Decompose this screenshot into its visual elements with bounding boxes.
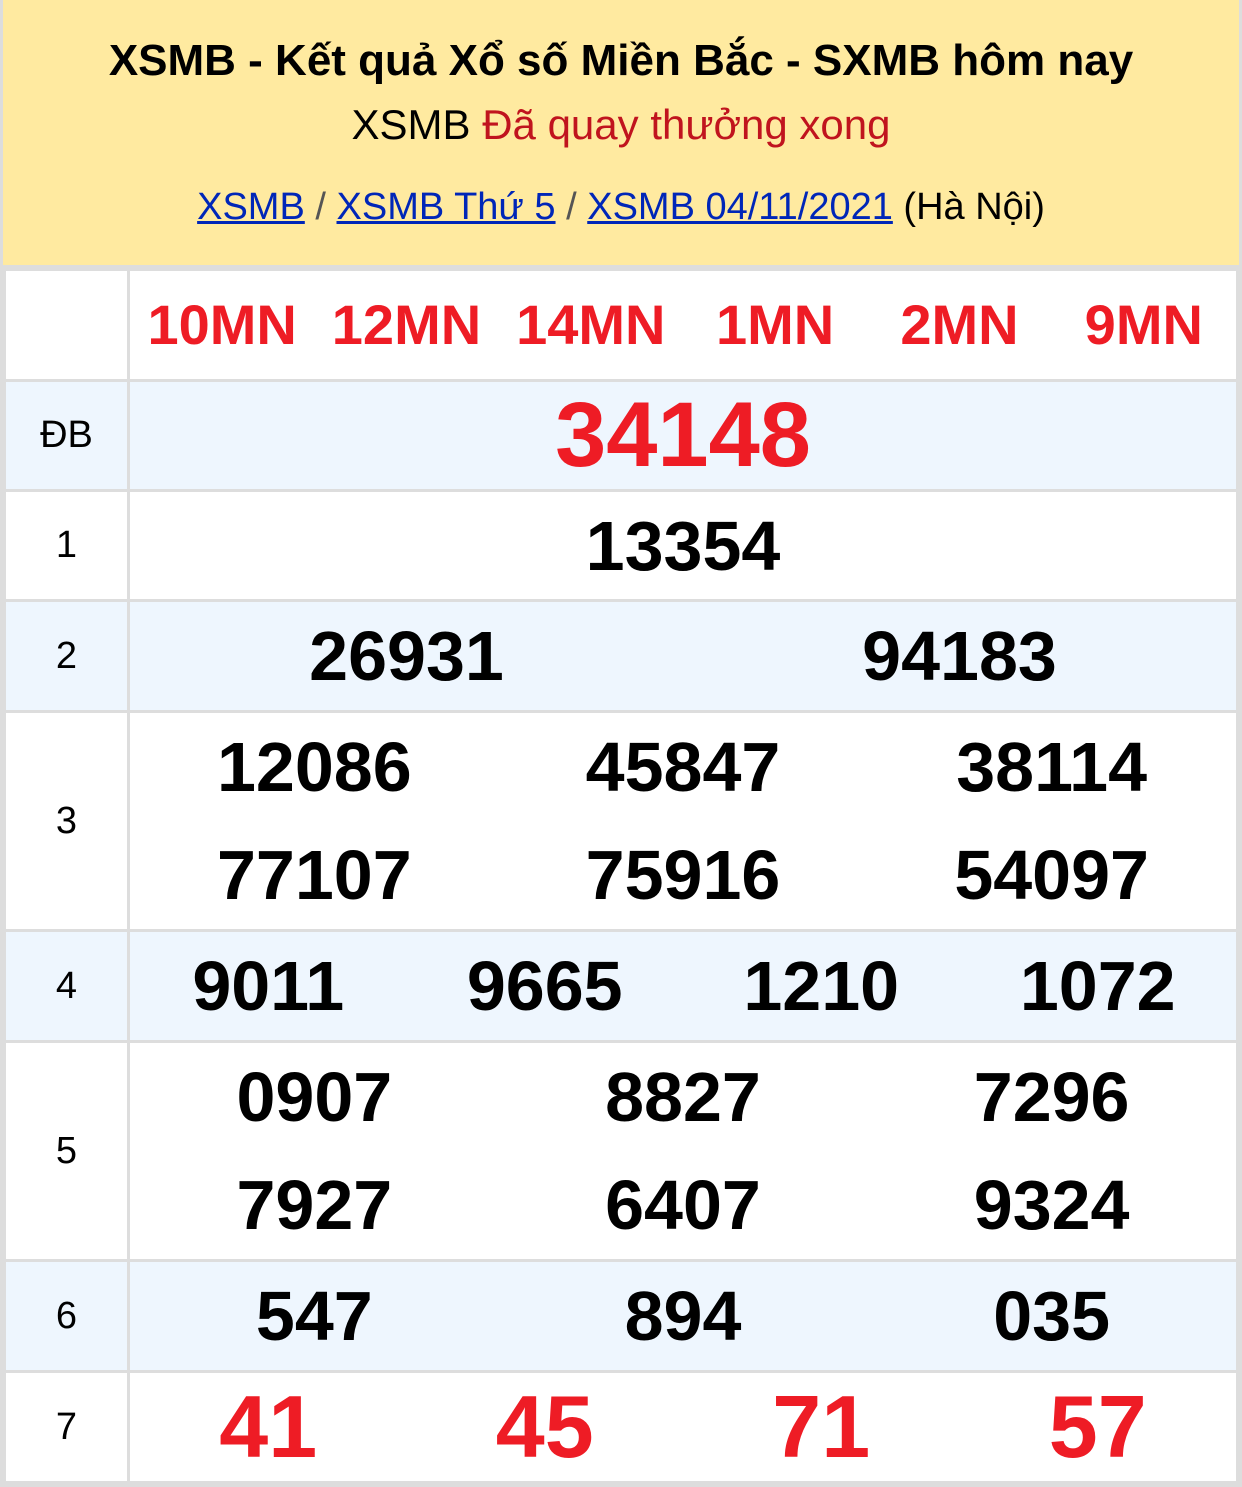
prize-number: 41 (219, 1377, 318, 1476)
prize-row-db: ĐB 34148 (3, 379, 1239, 492)
prize-row-4: 4 9011 9665 1210 1072 (3, 929, 1239, 1043)
prize-number: 12086 (217, 728, 412, 806)
code: 9MN (1084, 293, 1203, 356)
prize-number: 0907 (236, 1058, 393, 1136)
prize-label: 1 (3, 489, 130, 602)
breadcrumb-xsmb-date[interactable]: XSMB 04/11/2021 (587, 186, 893, 228)
prize-number: 7927 (236, 1166, 393, 1244)
status-line: XSMB Đã quay thưởng xong (3, 100, 1239, 150)
prize-row-5: 5 0907 8827 7296 7927 6407 9324 (3, 1040, 1239, 1262)
prize-label: 6 (3, 1259, 130, 1373)
prize-number: 71 (772, 1377, 871, 1476)
breadcrumb-xsmb-thu-5[interactable]: XSMB Thứ 5 (336, 186, 556, 228)
prize-number: 94183 (862, 617, 1057, 695)
breadcrumb-separator: / (566, 186, 577, 228)
prize-number: 45 (495, 1377, 594, 1476)
code: 12MN (331, 293, 482, 356)
prize-number: 9324 (973, 1166, 1130, 1244)
prize-number: 547 (255, 1277, 373, 1355)
prize-label: 2 (3, 599, 130, 713)
prize-number: 57 (1048, 1377, 1147, 1476)
code: 14MN (516, 293, 666, 356)
special-prize-number: 34148 (127, 379, 1239, 492)
prize-number: 9665 (466, 947, 623, 1025)
breadcrumb-separator: / (315, 186, 326, 228)
prize-label: 7 (3, 1370, 130, 1484)
prize-number: 7296 (973, 1058, 1130, 1136)
prize-number: 38114 (956, 728, 1148, 806)
prize-label: 5 (3, 1040, 130, 1262)
prize-number: 1210 (743, 947, 900, 1025)
prize-number: 1072 (1019, 947, 1176, 1025)
prize-row-6: 6 547 894 035 (3, 1259, 1239, 1373)
prize-row-2: 2 26931 94183 (3, 599, 1239, 713)
prize-number: 13354 (127, 489, 1239, 602)
prize-number: 8827 (605, 1058, 761, 1136)
code: 1MN (716, 293, 835, 356)
prize-label: 3 (3, 710, 130, 932)
prize-row-3: 3 12086 45847 38114 77107 75916 54097 (3, 710, 1239, 932)
status-prefix: XSMB (351, 101, 471, 148)
prize-number: 75916 (585, 836, 781, 914)
prize-number: 035 (993, 1277, 1111, 1355)
prize-number: 6407 (605, 1166, 761, 1244)
status-text: Đã quay thưởng xong (482, 101, 891, 148)
prize-number: 77107 (217, 836, 412, 914)
codes-row: 10MN 12MN 14MN 1MN 2MN 9MN (3, 268, 1239, 382)
prize-number: 54097 (954, 836, 1149, 914)
results-header: XSMB - Kết quả Xổ số Miền Bắc - SXMB hôm… (3, 0, 1239, 268)
prize-number: 45847 (585, 728, 781, 806)
prize-number: 9011 (192, 947, 345, 1025)
prize-row-7: 7 41 45 71 57 (3, 1370, 1239, 1484)
code: 10MN (147, 293, 297, 356)
prize-number: 26931 (309, 617, 504, 695)
region-label: (Hà Nội) (903, 186, 1045, 228)
page-title: XSMB - Kết quả Xổ số Miền Bắc - SXMB hôm… (108, 36, 1134, 85)
results-table: 10MN 12MN 14MN 1MN 2MN 9MN ĐB 34148 1 13354 2… (3, 268, 1239, 1484)
breadcrumb-xsmb[interactable]: XSMB (197, 186, 305, 228)
prize-row-1: 1 13354 (3, 489, 1239, 602)
code: 2MN (900, 293, 1019, 356)
prize-number: 894 (624, 1277, 742, 1355)
prize-label: 4 (3, 929, 130, 1043)
breadcrumb: XSMB / XSMB Thứ 5 / XSMB 04/11/2021 (Hà … (3, 184, 1239, 230)
prize-label: ĐB (3, 379, 130, 492)
